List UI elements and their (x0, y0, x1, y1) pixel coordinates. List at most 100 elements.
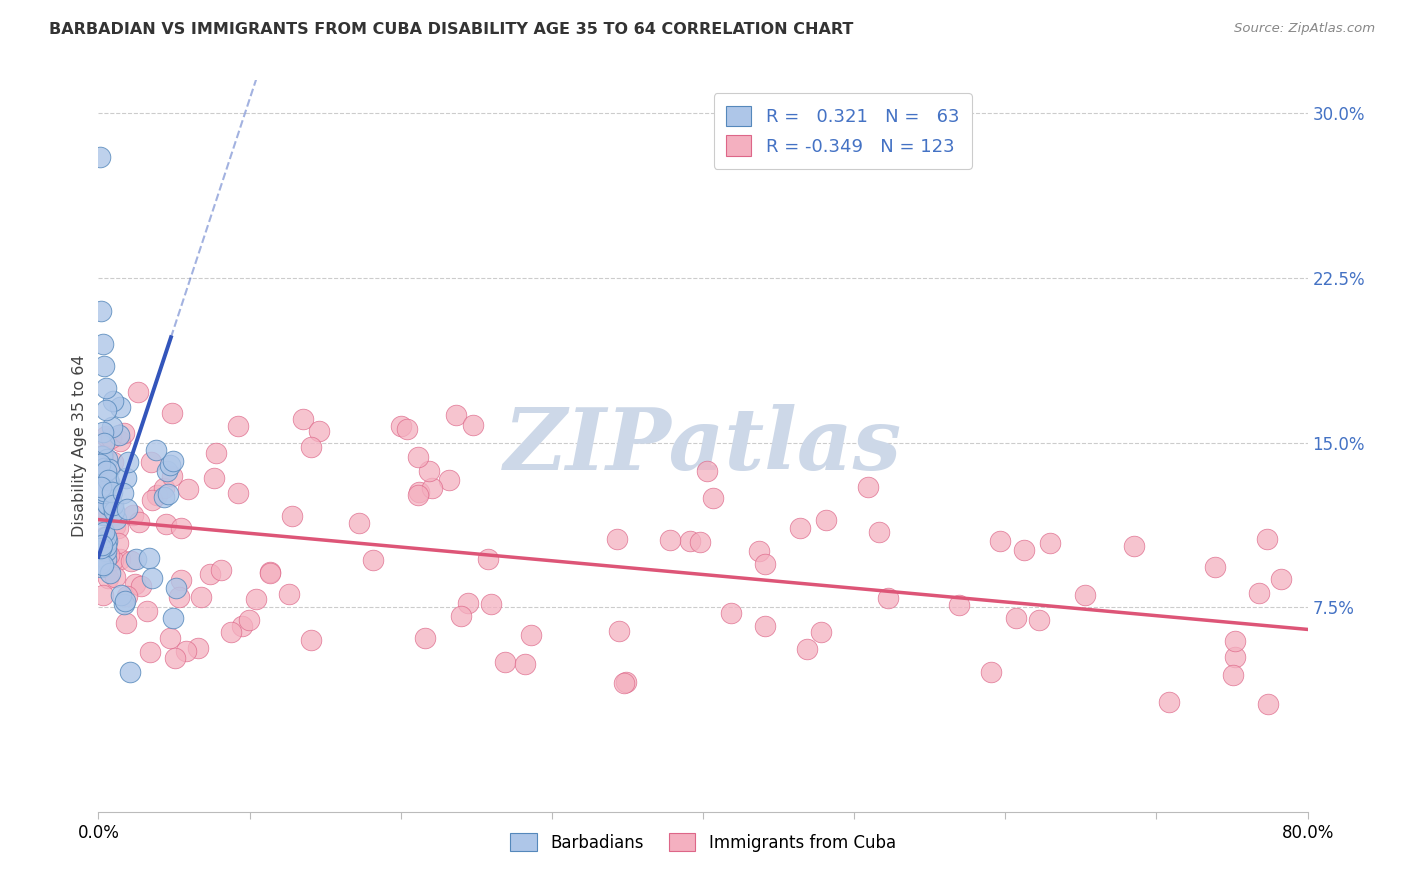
Point (228, 486, 250, 500)
Point (111, 486, 134, 500)
Point (112, 598, 135, 612)
Point (94, 464, 117, 478)
Point (406, 450, 429, 464)
Point (93, 474, 115, 488)
Point (789, 521, 811, 535)
Point (96, 452, 118, 467)
Point (108, 552, 131, 566)
Point (91, 588, 114, 602)
Point (259, 566, 281, 580)
Point (89, 533, 111, 548)
Point (90, 304, 112, 318)
Point (444, 409, 467, 423)
Point (406, 488, 429, 502)
Point (114, 615, 136, 630)
Point (93, 460, 115, 475)
Point (156, 486, 179, 500)
Point (418, 464, 440, 478)
Point (117, 455, 139, 469)
Point (461, 417, 484, 432)
Point (200, 567, 222, 582)
Point (90, 505, 112, 519)
Point (479, 597, 502, 611)
Point (104, 570, 127, 584)
Point (457, 596, 479, 610)
Point (93, 483, 115, 498)
Point (202, 471, 225, 485)
Point (614, 675, 637, 690)
Point (93, 504, 115, 518)
Point (110, 588, 132, 602)
Point (100, 420, 122, 434)
Point (162, 610, 184, 624)
Point (93, 359, 115, 373)
Point (607, 624, 630, 638)
Point (519, 628, 541, 642)
Point (659, 533, 682, 547)
Point (170, 521, 193, 535)
Point (159, 631, 181, 645)
Point (107, 428, 129, 442)
Point (98, 548, 121, 562)
Point (101, 553, 124, 567)
Point (209, 563, 232, 577)
Point (94, 543, 117, 558)
Point (1222, 668, 1244, 682)
Point (96, 530, 118, 544)
Point (91, 508, 114, 522)
Point (160, 469, 183, 483)
Point (90, 541, 112, 555)
Point (129, 579, 152, 593)
Point (174, 644, 197, 658)
Point (219, 625, 242, 640)
Point (97, 473, 120, 487)
Point (90, 471, 112, 485)
Point (91, 336, 114, 351)
Point (415, 631, 437, 645)
Point (97, 498, 120, 512)
Point (1223, 634, 1246, 648)
Point (259, 566, 281, 580)
Point (89, 480, 111, 494)
Point (128, 515, 150, 529)
Point (165, 582, 187, 596)
Point (156, 464, 179, 478)
Point (127, 384, 149, 399)
Point (720, 606, 742, 620)
Point (408, 485, 430, 500)
Point (280, 508, 302, 523)
Point (1256, 532, 1278, 546)
Point (988, 534, 1011, 549)
Point (114, 594, 136, 608)
Point (94, 381, 117, 395)
Point (122, 508, 145, 523)
Point (124, 577, 146, 591)
Point (145, 443, 167, 458)
Point (125, 552, 148, 566)
Point (291, 411, 314, 425)
Point (814, 513, 837, 527)
Point (100, 431, 122, 445)
Text: ZIPatlas: ZIPatlas (503, 404, 903, 488)
Point (205, 446, 228, 460)
Point (98, 462, 121, 476)
Point (91, 448, 114, 462)
Point (94, 481, 117, 495)
Point (104, 519, 127, 533)
Point (94, 508, 117, 522)
Point (299, 440, 322, 454)
Point (138, 550, 160, 565)
Point (114, 425, 136, 440)
Point (110, 434, 132, 449)
Point (450, 609, 472, 624)
Point (101, 394, 124, 409)
Point (94, 402, 117, 417)
Point (153, 482, 176, 496)
Legend: Barbadians, Immigrants from Cuba: Barbadians, Immigrants from Cuba (503, 826, 903, 858)
Point (1157, 695, 1180, 709)
Point (96, 429, 118, 443)
Point (1257, 697, 1279, 711)
Point (395, 421, 418, 435)
Point (876, 591, 898, 605)
Point (120, 554, 142, 568)
